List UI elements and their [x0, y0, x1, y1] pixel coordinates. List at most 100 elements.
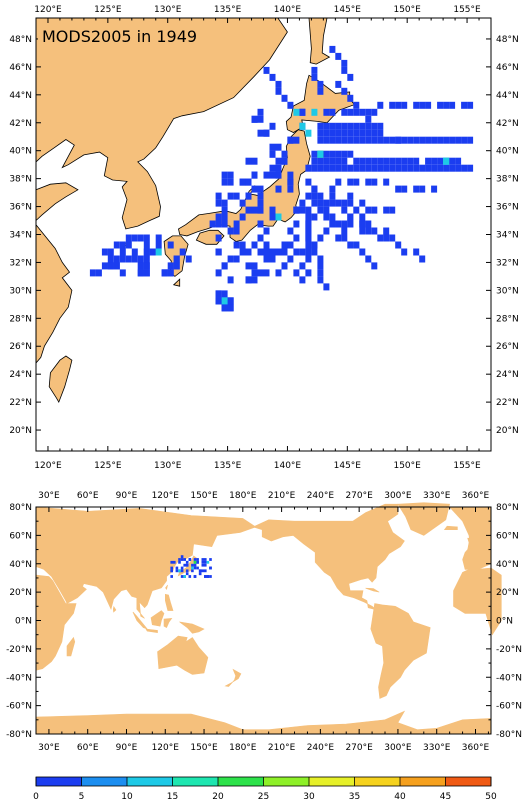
observation-cell	[311, 199, 318, 207]
lat-label-right: 20°N	[496, 588, 519, 598]
observation-cell	[395, 241, 402, 249]
colorbar-segment	[445, 777, 491, 786]
observation-cell	[293, 220, 300, 228]
lon-label-bottom: 60°E	[77, 743, 99, 753]
observation-cell	[317, 255, 324, 263]
observation-cell	[383, 136, 390, 144]
lon-label-bottom: 130°E	[154, 461, 182, 471]
observation-cell	[305, 248, 312, 256]
lon-label-bottom: 125°E	[94, 461, 122, 471]
observation-cell	[383, 164, 390, 172]
observation-cell	[395, 136, 402, 144]
observation-cell	[305, 255, 312, 263]
observation-cell	[305, 164, 312, 172]
observation-cell	[443, 136, 450, 144]
observation-cell	[257, 199, 264, 207]
observation-cell	[269, 122, 276, 130]
observation-cell	[227, 304, 234, 312]
lon-label-bottom: 120°E	[34, 461, 62, 471]
land-africa	[35, 574, 77, 671]
observation-cell	[365, 206, 372, 214]
observation-cell	[323, 213, 330, 221]
lon-label-bottom: 30°E	[38, 743, 60, 753]
observation-cell	[198, 569, 202, 573]
observation-cell	[443, 157, 450, 165]
observation-cell	[191, 563, 194, 567]
observation-cell	[371, 206, 378, 214]
observation-cell	[335, 122, 342, 130]
observation-cell	[317, 87, 324, 95]
observation-cell	[196, 566, 199, 570]
observation-cell	[365, 164, 372, 172]
observation-cell	[401, 136, 408, 144]
observation-cell	[365, 136, 372, 144]
observation-cell	[323, 206, 330, 214]
observation-cell	[401, 248, 408, 256]
observation-cell	[180, 575, 184, 578]
observation-cell	[233, 227, 240, 235]
observation-cell	[193, 563, 197, 567]
lat-label-left: 24°N	[9, 370, 32, 380]
lon-label-top: 155°E	[453, 5, 481, 15]
observation-cell	[299, 122, 306, 130]
land-taiwan	[165, 584, 168, 590]
land-sumatra	[132, 611, 149, 630]
lon-label-top: 210°E	[268, 491, 296, 501]
observation-cell	[311, 185, 318, 193]
colorbar-label: 20	[212, 792, 224, 802]
observation-cell	[251, 157, 258, 165]
observation-cell	[293, 234, 300, 242]
observation-cell	[341, 206, 348, 214]
observation-cell	[365, 115, 372, 123]
colorbar-label: 0	[33, 792, 39, 802]
lat-label-right: 30°N	[496, 286, 519, 296]
observation-cell	[323, 157, 330, 165]
observation-cell	[119, 255, 126, 263]
observation-cell	[323, 129, 330, 137]
colorbar-label: 50	[485, 792, 497, 802]
colorbar-segment	[81, 777, 127, 786]
observation-cell	[371, 164, 378, 172]
observation-cell	[257, 269, 264, 277]
observation-cell	[329, 192, 336, 200]
observation-cell	[341, 150, 348, 158]
observation-cell	[317, 206, 324, 214]
observation-cell	[329, 129, 336, 137]
observation-cell	[137, 234, 144, 242]
colorbar-label: 5	[79, 792, 85, 802]
observation-cell	[113, 255, 120, 263]
lat-label-right: 80°N	[496, 503, 519, 513]
lat-label-left: 38°N	[9, 175, 32, 185]
observation-cell	[167, 262, 174, 270]
observation-cell	[395, 185, 402, 193]
observation-cell	[371, 136, 378, 144]
observation-cell	[131, 255, 138, 263]
observation-cell	[317, 234, 324, 242]
observation-cell	[204, 569, 207, 573]
observation-cell	[221, 178, 228, 186]
land-new-guinea	[179, 621, 205, 634]
observation-cell	[215, 290, 222, 298]
observation-cell	[371, 178, 378, 186]
observation-cell	[245, 248, 252, 256]
lat-label-right: 20°N	[496, 426, 519, 436]
observation-cell	[335, 136, 342, 144]
observation-cell	[335, 157, 342, 165]
observation-cell	[215, 192, 222, 200]
observation-cell	[209, 566, 212, 570]
observation-cell	[413, 136, 420, 144]
lat-label-right: -80°N	[496, 730, 522, 740]
observation-cell	[455, 136, 462, 144]
observation-cell	[239, 248, 246, 256]
observation-cell	[275, 87, 282, 95]
observation-cell	[353, 164, 360, 172]
observation-cell	[353, 157, 360, 165]
lon-label-top: 180°E	[229, 491, 257, 501]
lon-label-bottom: 120°E	[152, 743, 180, 753]
observation-cell	[311, 213, 318, 221]
observation-cell	[383, 227, 390, 235]
observation-cell	[401, 185, 408, 193]
observation-cell	[170, 575, 173, 578]
observation-cell	[347, 241, 354, 249]
observation-cell	[170, 569, 173, 573]
